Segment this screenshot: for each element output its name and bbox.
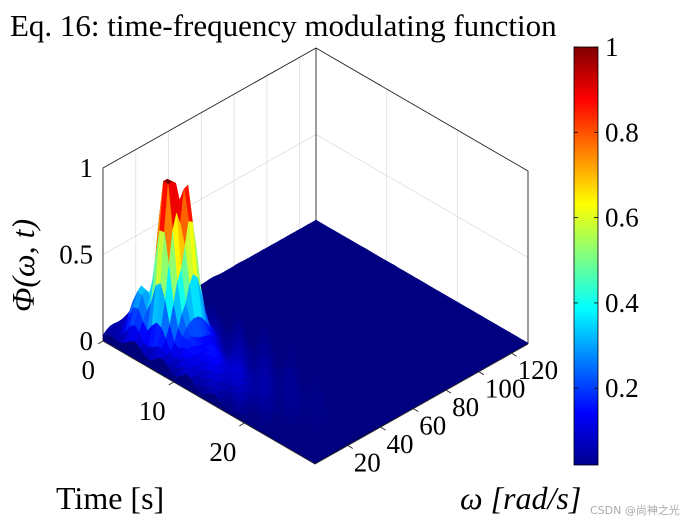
omega-tick-label: 40: [387, 429, 414, 459]
axes-front-edges: [97, 340, 529, 465]
omega-tick: [347, 445, 354, 449]
colorbar-tick-label: 0.8: [605, 117, 639, 147]
omega-tick-label: 100: [485, 374, 526, 404]
x-axis-label: Time [s]: [56, 480, 164, 516]
chart-title: Eq. 16: time-frequency modulating functi…: [10, 8, 557, 43]
time-tick: [239, 422, 245, 427]
omega-tick-label: 20: [354, 448, 381, 478]
colorbar-tick-label: 1: [605, 32, 619, 62]
colorbar-tick-label: 0.6: [605, 203, 639, 233]
surface-skirt-time: [103, 334, 315, 464]
colorbar-tick-label: 0.2: [605, 373, 639, 403]
z-tick-label: 0: [80, 326, 94, 356]
z-tick-label: 0.5: [59, 240, 93, 270]
omega-tick-label: 120: [518, 355, 559, 385]
omega-tick: [478, 371, 485, 376]
colorbar-ticks: 0.2 0.4 0.6 0.8 1: [574, 32, 639, 403]
omega-tick: [445, 389, 452, 394]
time-tick-label: 20: [209, 437, 236, 467]
z-tick-label: 1: [80, 153, 94, 183]
watermark: CSDN @尚神之光: [590, 503, 680, 517]
omega-tick-label: 80: [452, 392, 479, 422]
time-tick-label: 10: [139, 396, 166, 426]
omega-tick: [511, 352, 517, 357]
colorbar-tick-label: 0.4: [605, 288, 639, 318]
colorbar: [573, 46, 599, 466]
time-tick: [168, 381, 174, 386]
omega-tick-label: 60: [419, 411, 446, 441]
omega-tick: [380, 426, 386, 431]
time-tick-label: 0: [82, 355, 96, 385]
y-axis-label: ω [rad/s]: [460, 480, 581, 516]
surface-plot: [102, 178, 529, 464]
time-tick: [97, 340, 104, 345]
omega-tick: [413, 408, 419, 413]
z-axis-label: Φ(ω, t): [5, 219, 41, 312]
